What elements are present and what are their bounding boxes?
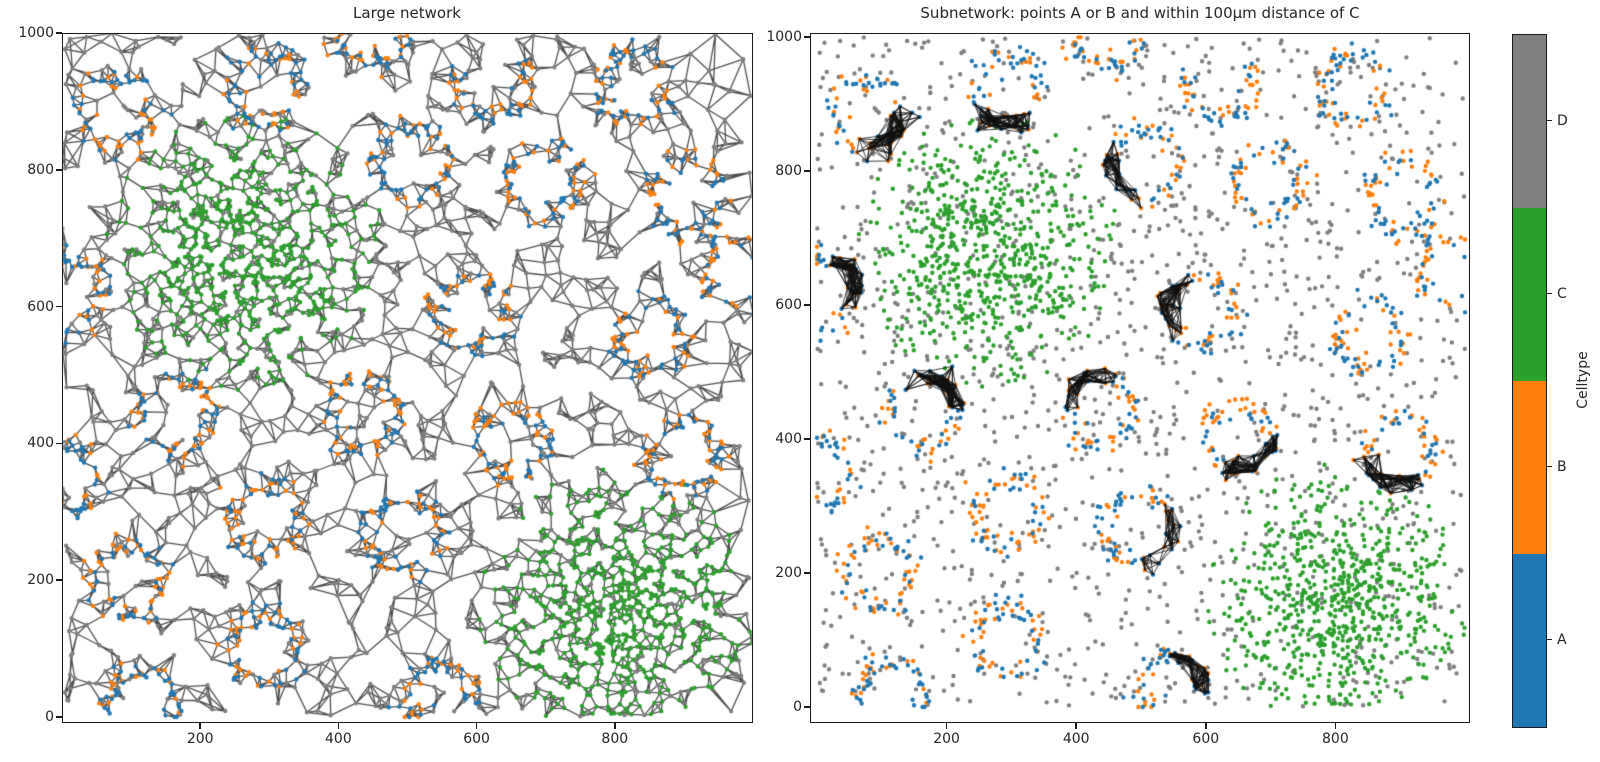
left-plot-title: Large network xyxy=(353,4,461,22)
colorbar-tick xyxy=(1546,465,1552,468)
right-y-tick-label: 1000 xyxy=(766,29,802,45)
colorbar-segment-D xyxy=(1513,34,1546,208)
colorbar-tick-label: C xyxy=(1557,285,1567,302)
right-x-tick-label: 800 xyxy=(1322,731,1349,747)
subnetwork-axes xyxy=(810,33,1470,723)
left-y-tick-label: 400 xyxy=(27,435,54,452)
right-x-tick-label: 400 xyxy=(1062,731,1090,747)
large-network-axes xyxy=(62,33,753,723)
colorbar-tick xyxy=(1546,638,1552,641)
left-x-tick-label: 200 xyxy=(186,731,214,747)
right-y-tick-label: 800 xyxy=(775,163,802,179)
colorbar-segment-A xyxy=(1513,553,1546,727)
celltype-colorbar xyxy=(1512,34,1547,728)
right-x-tick-label: 600 xyxy=(1192,731,1220,747)
left-x-tick xyxy=(337,723,340,729)
right-x-tick xyxy=(945,723,948,729)
colorbar-segment-C xyxy=(1513,207,1546,381)
right-x-tick xyxy=(1075,723,1077,729)
right-x-tick xyxy=(1205,723,1207,729)
right-y-tick-label: 600 xyxy=(775,297,802,313)
right-y-tick xyxy=(804,304,810,306)
colorbar-axis-label: Celltype xyxy=(1575,351,1591,409)
right-y-tick xyxy=(804,36,810,38)
left-x-tick-label: 600 xyxy=(463,731,490,747)
left-y-tick-label: 1000 xyxy=(18,25,54,41)
right-y-tick-label: 0 xyxy=(793,699,802,715)
right-y-tick xyxy=(804,170,810,172)
right-y-tick xyxy=(804,706,810,708)
right-x-tick xyxy=(1334,723,1337,729)
colorbar-tick xyxy=(1546,292,1552,295)
left-y-tick-label: 0 xyxy=(45,709,54,725)
left-y-tick xyxy=(56,442,62,445)
left-x-tick-label: 400 xyxy=(325,731,352,747)
right-y-tick xyxy=(804,438,810,440)
left-y-tick xyxy=(56,32,62,34)
left-x-tick xyxy=(199,723,201,729)
left-y-tick xyxy=(56,305,62,308)
left-y-tick-label: 600 xyxy=(27,298,54,315)
colorbar-tick-label: A xyxy=(1557,631,1567,648)
colorbar-segment-B xyxy=(1513,380,1546,554)
left-x-tick xyxy=(614,723,616,729)
left-x-tick-label: 800 xyxy=(601,731,629,747)
left-y-tick xyxy=(56,579,62,581)
left-y-tick xyxy=(56,716,62,718)
right-plot-title: Subnetwork: points A or B and within 100… xyxy=(920,4,1360,22)
right-y-tick-label: 400 xyxy=(775,431,802,447)
right-y-tick xyxy=(804,572,810,574)
left-y-tick-label: 200 xyxy=(27,572,54,589)
colorbar-tick-label: B xyxy=(1557,458,1567,475)
left-x-tick xyxy=(475,723,478,729)
colorbar-tick xyxy=(1546,119,1552,122)
left-y-tick xyxy=(56,169,62,171)
colorbar-tick-label: D xyxy=(1557,112,1568,129)
left-y-tick-label: 800 xyxy=(27,161,54,178)
right-y-tick-label: 200 xyxy=(775,565,802,581)
right-x-tick-label: 200 xyxy=(933,731,960,747)
